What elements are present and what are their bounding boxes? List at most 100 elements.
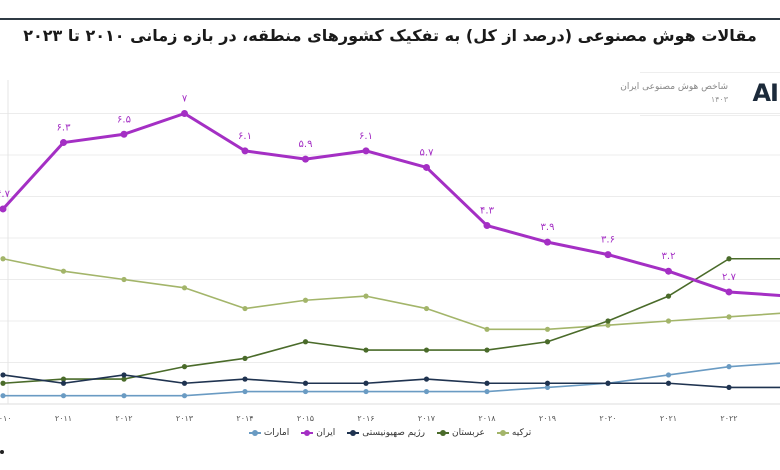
- data-point: [181, 380, 188, 386]
- data-point: [423, 347, 430, 353]
- data-point: [60, 139, 67, 147]
- legend-swatch-icon: [248, 430, 261, 436]
- x-tick-label: ۲۰۲۱: [660, 414, 677, 423]
- data-label: ۲.۷: [722, 272, 737, 283]
- data-point: [363, 380, 369, 386]
- data-point: [423, 305, 430, 312]
- data-point: [484, 326, 490, 332]
- data-point: [302, 339, 309, 345]
- data-point: [0, 256, 6, 262]
- x-tick-label: ۲۰۱۱: [55, 414, 72, 423]
- data-point: [181, 285, 188, 291]
- data-point: [363, 293, 369, 299]
- data-point: [665, 318, 672, 324]
- data-point: [0, 205, 7, 213]
- data-point: [60, 376, 67, 382]
- data-point: [181, 364, 188, 370]
- ai-logo: AI: [752, 79, 778, 107]
- data-point: [483, 222, 491, 230]
- bullet-dot: [0, 450, 4, 454]
- data-point: [726, 384, 732, 390]
- data-label: ۴.۷: [0, 189, 11, 200]
- data-point: [181, 110, 188, 117]
- data-point: [242, 355, 248, 361]
- data-point: [484, 388, 490, 395]
- data-point: [544, 339, 551, 345]
- legend-swatch-icon: [496, 430, 509, 436]
- data-point: [0, 393, 6, 399]
- data-label: ۶.۵: [117, 114, 131, 125]
- data-label: ۷: [182, 94, 188, 105]
- x-tick-label: ۲۰۱۰: [0, 414, 12, 423]
- series-line-1: [1, 112, 780, 297]
- x-tick-label: ۲۰۲۰: [599, 414, 616, 423]
- legend-label: عربستان: [451, 428, 485, 438]
- data-point: [60, 268, 67, 274]
- x-tick-label: ۲۰۱۴: [236, 414, 253, 423]
- data-point: [665, 372, 672, 378]
- data-point: [423, 376, 430, 382]
- data-label: ۶.۱: [359, 131, 373, 142]
- legend-item: رژیم صهیونیستی: [347, 428, 425, 438]
- data-label: ۶.۱: [238, 131, 252, 142]
- series-line-4: [2, 257, 780, 331]
- data-point: [362, 147, 370, 155]
- data-point: [484, 347, 490, 353]
- brand-year: ۱۴۰۳: [710, 95, 728, 104]
- data-point: [726, 314, 732, 320]
- data-point: [363, 388, 369, 395]
- data-point: [181, 393, 188, 399]
- x-tick-label: ۲۰۲۲: [720, 414, 737, 423]
- x-tick-label: ۲۰۱۵: [297, 414, 314, 423]
- series-line-2: [2, 374, 780, 389]
- series-line-0: [3, 362, 780, 397]
- x-tick-label: ۲۰۱۳: [176, 414, 194, 423]
- legend-label: ایران: [316, 428, 336, 438]
- data-point: [605, 318, 611, 324]
- data-point: [242, 305, 248, 312]
- legend-item: عربستان: [436, 428, 485, 438]
- data-point: [121, 393, 127, 399]
- data-point: [242, 376, 248, 382]
- data-point: [302, 297, 309, 303]
- data-point: [605, 322, 611, 328]
- data-label: ۳.۲: [662, 251, 676, 262]
- data-point: [484, 380, 490, 386]
- data-point: [544, 326, 551, 332]
- data-point: [241, 147, 249, 155]
- data-point: [363, 347, 369, 353]
- data-point: [0, 380, 6, 386]
- data-point: [544, 238, 551, 246]
- legend-swatch-icon: [436, 430, 449, 436]
- data-label: ۳.۶: [601, 235, 615, 246]
- data-point: [121, 372, 127, 378]
- header-divider: [0, 18, 780, 20]
- data-label: ۵.۹: [299, 139, 313, 150]
- data-point: [665, 293, 672, 299]
- data-point: [242, 388, 248, 395]
- legend-label: ترکیه: [511, 428, 532, 438]
- data-point: [665, 267, 672, 275]
- brand-block: شاخص هوش مصنوعی ایران ۱۴۰۳ AI: [620, 72, 780, 116]
- legend-label: رژیم صهیونیستی: [362, 428, 425, 438]
- chart-title: مقالات هوش مصنوعی (درصد از کل) به تفکیک …: [23, 26, 757, 45]
- data-point: [60, 393, 67, 399]
- x-tick-label: ۲۰۱۹: [539, 414, 556, 423]
- legend-swatch-icon: [347, 430, 360, 436]
- data-point: [605, 380, 611, 386]
- data-point: [121, 376, 127, 382]
- data-point: [121, 276, 127, 283]
- data-point: [120, 130, 128, 138]
- data-point: [60, 380, 67, 386]
- legend-item: امارات: [248, 428, 289, 438]
- legend-item: ایران: [301, 428, 335, 438]
- data-label: ۳.۹: [541, 222, 555, 233]
- legend: ترکیه عربستان رژیم صهیونیستی ایران امارات: [0, 428, 780, 438]
- data-point: [604, 251, 612, 259]
- x-tick-label: ۲۰۱۲: [115, 414, 132, 423]
- data-point: [302, 155, 309, 163]
- data-point: [302, 388, 309, 395]
- data-point: [725, 288, 733, 296]
- legend-swatch-icon: [301, 430, 314, 436]
